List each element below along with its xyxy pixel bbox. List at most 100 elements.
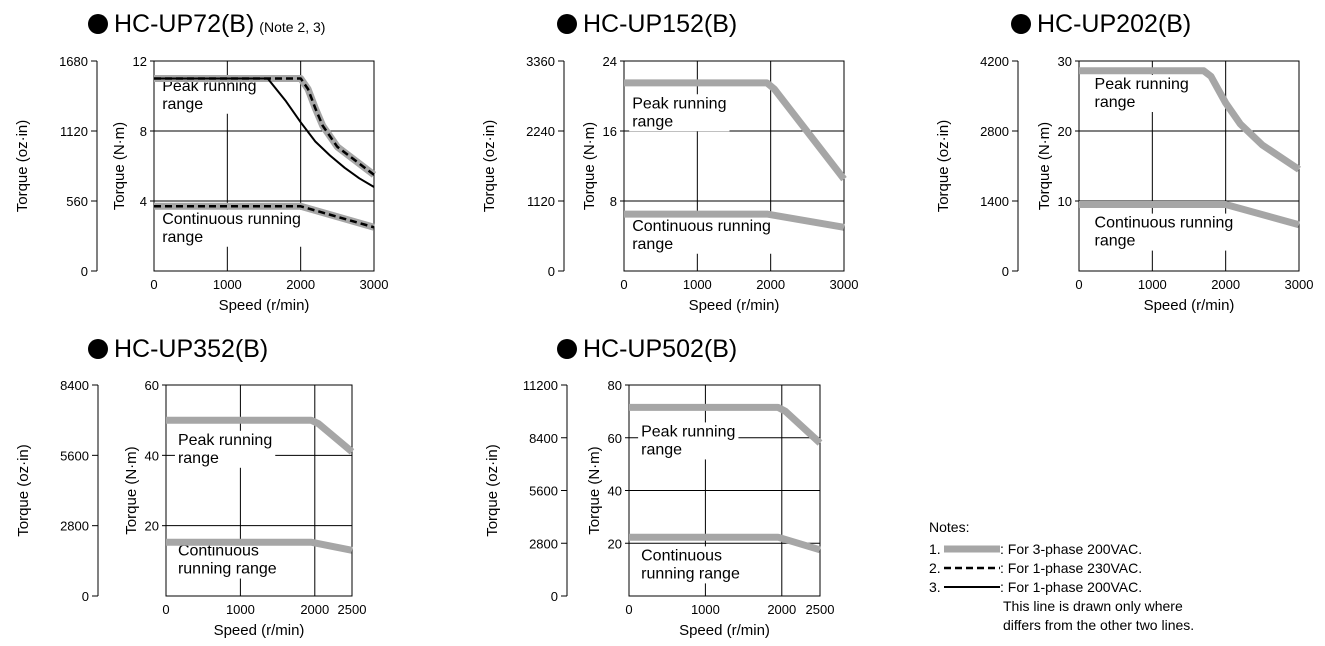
series-line-1-phase-200 xyxy=(154,77,375,188)
y2-tick-label: 1120 xyxy=(527,194,555,209)
chart-2: HC-UP202(B) 0 1000 2000 3000 10 20 30 0 1400 2800 4… xyxy=(935,10,1313,314)
region-label-line: range xyxy=(162,229,203,246)
x-tick-label: 0 xyxy=(1075,277,1082,292)
x-tick-label: 2000 xyxy=(300,602,329,617)
plot-frame xyxy=(165,384,353,597)
chart-title-note: (Note 2, 3) xyxy=(259,19,325,35)
y2-tick-label: 8400 xyxy=(60,378,89,393)
chart-title: HC-UP202(B) xyxy=(1037,10,1191,38)
region-label-bg xyxy=(174,541,280,579)
y-tick-label: 80 xyxy=(608,378,622,393)
region-label-line: running range xyxy=(641,565,740,582)
region-label-line: Peak running xyxy=(632,95,726,112)
note-number: 3. xyxy=(929,579,941,595)
y2-tick-label: 2800 xyxy=(980,124,1009,139)
y-tick-label: 20 xyxy=(608,536,622,551)
y-tick-label: 8 xyxy=(610,194,617,209)
region-label-line: range xyxy=(1095,94,1136,111)
y2-tick-label: 4200 xyxy=(980,54,1009,69)
y-tick-label: 60 xyxy=(608,431,622,446)
region-label-bg xyxy=(159,76,260,114)
y2-tick-label: 1680 xyxy=(59,54,88,69)
series-line-3-phase xyxy=(629,403,823,446)
x-tick-label: 0 xyxy=(150,277,157,292)
bullet-icon xyxy=(88,339,108,359)
y2-tick-label: 8400 xyxy=(529,431,558,446)
y-tick-label: 60 xyxy=(145,378,159,393)
series-line-3-phase xyxy=(1079,201,1300,229)
y2-tick-label: 1120 xyxy=(60,124,88,139)
region-label-line: range xyxy=(178,450,219,467)
x-axis-label: Speed (r/min) xyxy=(1144,297,1235,314)
bullet-icon xyxy=(557,339,577,359)
y-tick-label: 10 xyxy=(1058,194,1072,209)
x-tick-label: 2000 xyxy=(1211,277,1240,292)
y-tick-label: 4 xyxy=(140,194,147,209)
y2-tick-label: 0 xyxy=(82,589,89,604)
x-tick-label: 3000 xyxy=(360,277,389,292)
x-tick-label: 1000 xyxy=(691,602,720,617)
y-axis-label: Torque (N·m) xyxy=(1036,122,1053,210)
chart-title: HC-UP352(B) xyxy=(114,335,268,363)
region-label-line: Peak running xyxy=(641,423,735,440)
x-tick-label: 2000 xyxy=(286,277,315,292)
y2-tick-label: 2240 xyxy=(526,124,555,139)
region-label-bg xyxy=(629,94,730,132)
y2-axis-label: Torque (oz·in) xyxy=(484,444,501,537)
region-label-line: Continuous running xyxy=(632,218,771,235)
y2-tick-label: 0 xyxy=(1002,264,1009,279)
series-line-3-phase xyxy=(629,533,822,554)
bullet-icon xyxy=(88,14,108,34)
note-number: 2. xyxy=(929,560,941,576)
y-tick-label: 12 xyxy=(133,54,147,69)
x-tick-label: 2000 xyxy=(756,277,785,292)
x-tick-label: 1000 xyxy=(213,277,242,292)
series-line-3-phase xyxy=(1079,67,1301,173)
y-tick-label: 8 xyxy=(140,124,147,139)
region-label-line: Continuous xyxy=(178,543,259,560)
y-tick-label: 40 xyxy=(145,448,159,463)
y2-tick-label: 3360 xyxy=(526,54,555,69)
y2-axis-label: Torque (oz·in) xyxy=(935,120,952,213)
region-label-bg xyxy=(174,430,276,468)
y-tick-label: 16 xyxy=(603,124,617,139)
region-label-line: Peak running xyxy=(1095,76,1189,93)
chart-title: HC-UP72(B) xyxy=(114,10,254,38)
note-text: : For 3-phase 200VAC. xyxy=(1000,541,1142,557)
x-axis-label: Speed (r/min) xyxy=(214,622,305,639)
x-tick-label: 0 xyxy=(162,602,169,617)
region-label-line: Continuous running xyxy=(1095,215,1234,232)
y2-tick-label: 0 xyxy=(548,264,555,279)
y2-tick-label: 5600 xyxy=(60,448,89,463)
x-tick-label: 3000 xyxy=(1285,277,1314,292)
y2-tick-label: 2800 xyxy=(60,519,89,534)
y2-tick-label: 5600 xyxy=(529,484,558,499)
x-axis-label: Speed (r/min) xyxy=(219,297,310,314)
series-line-3-phase xyxy=(166,416,355,455)
region-label-bg xyxy=(1091,75,1192,112)
x-tick-label: 1000 xyxy=(683,277,712,292)
x-axis-label: Speed (r/min) xyxy=(679,622,770,639)
plot-frame xyxy=(153,60,375,272)
series-line-1-phase-230 xyxy=(154,77,375,176)
series-line-3-phase xyxy=(624,210,845,231)
y2-tick-label: 560 xyxy=(66,194,88,209)
region-label-line: range xyxy=(632,113,673,130)
x-tick-label: 2500 xyxy=(338,602,367,617)
region-label-line: range xyxy=(162,96,203,113)
region-label-bg xyxy=(159,209,304,247)
y2-tick-label: 1400 xyxy=(980,194,1009,209)
y-axis-label: Torque (N·m) xyxy=(111,122,128,210)
region-label-bg xyxy=(1091,213,1237,251)
y-axis-label: Torque (N·m) xyxy=(586,446,603,534)
x-axis-label: Speed (r/min) xyxy=(689,297,780,314)
region-label-bg xyxy=(629,216,774,254)
y2-axis-label: Torque (oz·in) xyxy=(14,120,31,213)
